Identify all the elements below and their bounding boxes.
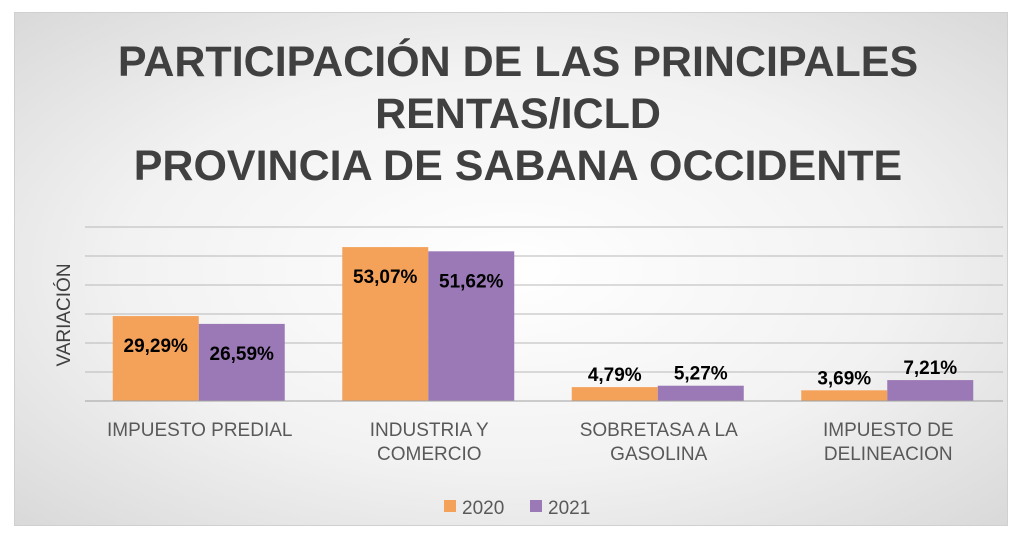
bar [571, 387, 658, 401]
legend-swatch [444, 500, 456, 512]
x-tick-label: IMPUESTO PREDIAL [107, 420, 293, 441]
data-label: 4,79% [588, 365, 642, 386]
legend-swatch [530, 500, 542, 512]
bar [198, 323, 285, 401]
chart-title: PARTICIPACIÓN DE LAS PRINCIPALES [118, 37, 918, 86]
bar [112, 316, 199, 401]
x-tick-label: INDUSTRIA Y COMERCIO [369, 420, 489, 465]
bar [887, 380, 974, 401]
y-axis-label: VARIACIÓN [53, 263, 75, 366]
bar [657, 385, 744, 401]
legend-label: 2020 [462, 498, 504, 519]
data-label: 5,27% [674, 364, 728, 385]
x-tick-label: SOBRETASA A LA GASOLINA [579, 420, 738, 465]
data-label: 26,59% [210, 344, 275, 365]
bar [801, 390, 888, 401]
chart-title: RENTAS/ICLD [375, 90, 661, 138]
bar [428, 251, 515, 401]
data-label: 7,21% [903, 358, 957, 379]
data-label: 3,69% [817, 368, 871, 389]
x-tick-label: IMPUESTO DE DELINEACION [822, 420, 954, 465]
data-label: 29,29% [124, 336, 189, 357]
bar [342, 247, 429, 401]
legend-label: 2021 [548, 498, 590, 519]
data-label: 53,07% [353, 267, 418, 288]
chart-title: PROVINCIA DE SABANA OCCIDENTE [134, 142, 902, 190]
data-label: 51,62% [439, 271, 504, 292]
